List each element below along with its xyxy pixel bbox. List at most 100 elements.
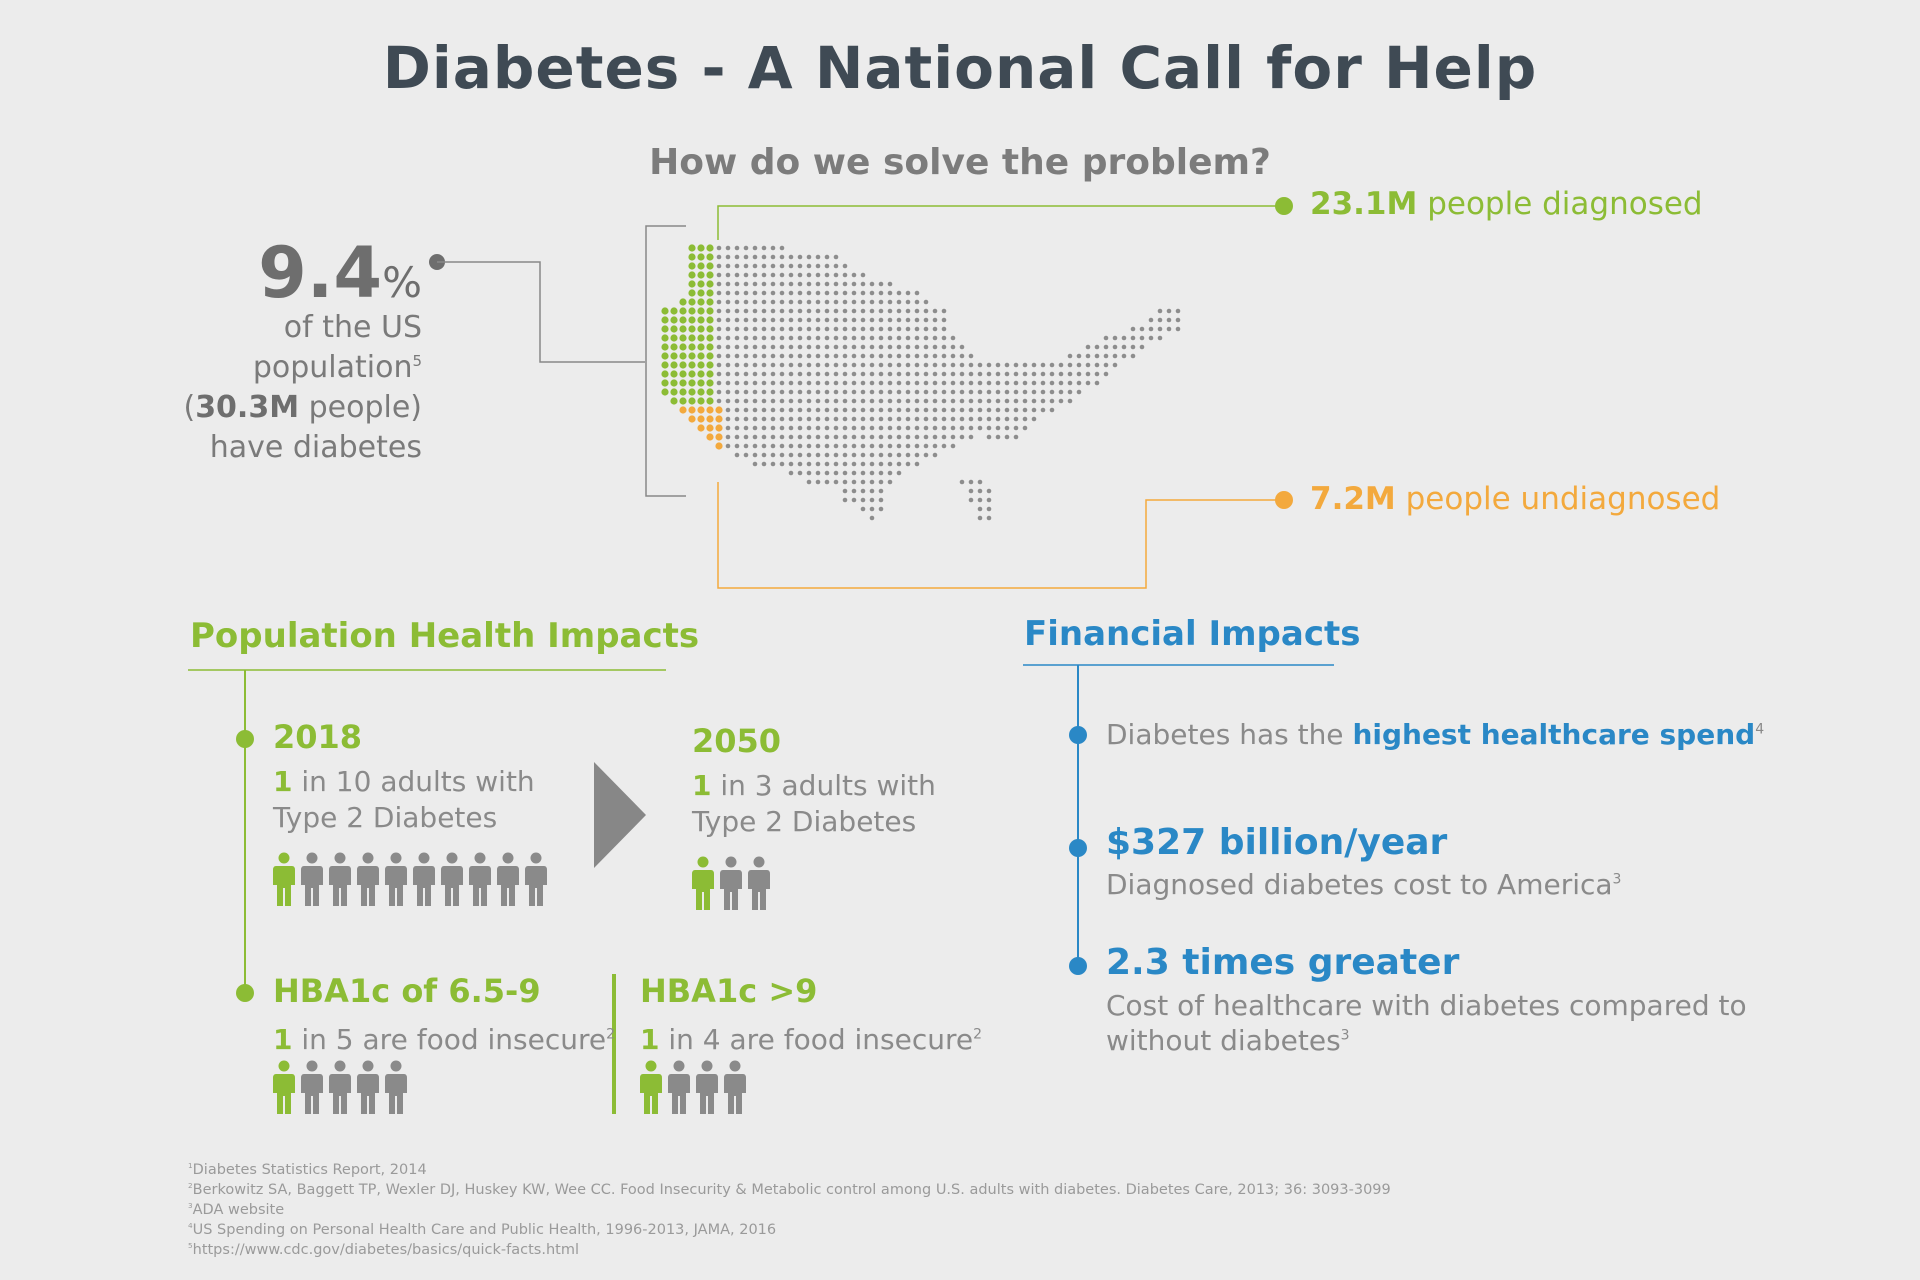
map-dot xyxy=(869,362,875,368)
map-dot xyxy=(932,398,938,404)
map-dot xyxy=(779,362,785,368)
map-dot xyxy=(815,425,821,431)
map-dot xyxy=(743,317,749,323)
map-dot xyxy=(941,308,947,314)
map-dot xyxy=(815,407,821,413)
map-dot xyxy=(986,380,992,386)
map-dot xyxy=(770,254,776,260)
map-dot xyxy=(697,298,705,306)
hba1c-mid-people-icons xyxy=(272,1060,408,1120)
people-2050-icons xyxy=(691,856,771,916)
map-dot xyxy=(869,353,875,359)
map-dot xyxy=(679,334,687,342)
map-dot xyxy=(842,317,848,323)
map-dot xyxy=(1130,335,1136,341)
map-dot xyxy=(932,344,938,350)
map-dot xyxy=(1121,353,1127,359)
map-dot xyxy=(896,434,902,440)
map-dot xyxy=(887,299,893,305)
map-dot xyxy=(878,506,884,512)
map-dot xyxy=(815,434,821,440)
map-dot xyxy=(860,452,866,458)
footnote-item: 2Berkowitz SA, Baggett TP, Wexler DJ, Hu… xyxy=(188,1180,1391,1200)
map-dot xyxy=(1022,407,1028,413)
map-dot xyxy=(1031,380,1037,386)
map-dot xyxy=(833,326,839,332)
map-dot xyxy=(743,362,749,368)
map-dot xyxy=(770,344,776,350)
map-dot xyxy=(968,497,974,503)
map-dot xyxy=(779,407,785,413)
map-dot xyxy=(824,317,830,323)
map-dot xyxy=(923,398,929,404)
hba1c-mid-text: in 5 are food insecure xyxy=(292,1023,607,1056)
map-dot xyxy=(797,398,803,404)
map-dot xyxy=(932,443,938,449)
map-dot xyxy=(833,425,839,431)
map-dot xyxy=(860,488,866,494)
map-dot xyxy=(806,317,812,323)
map-dot xyxy=(1139,344,1145,350)
map-dot xyxy=(779,353,785,359)
map-dot xyxy=(788,416,794,422)
map-dot xyxy=(887,362,893,368)
map-dot xyxy=(932,308,938,314)
map-dot xyxy=(734,254,740,260)
map-dot xyxy=(806,407,812,413)
map-dot xyxy=(797,434,803,440)
map-dot xyxy=(706,316,714,324)
map-dot xyxy=(941,389,947,395)
map-dot xyxy=(1076,362,1082,368)
map-dot xyxy=(1157,317,1163,323)
map-dot xyxy=(1067,380,1073,386)
map-dot xyxy=(824,398,830,404)
map-dot xyxy=(986,497,992,503)
map-dot xyxy=(860,407,866,413)
map-dot xyxy=(779,344,785,350)
map-dot xyxy=(679,406,687,414)
map-dot xyxy=(1166,308,1172,314)
map-dot xyxy=(995,407,1001,413)
map-dot xyxy=(842,335,848,341)
person-icon xyxy=(356,852,380,912)
map-dot xyxy=(806,452,812,458)
map-dot xyxy=(1058,380,1064,386)
undiagnosed-value: 7.2M xyxy=(1310,481,1396,517)
map-dot xyxy=(697,352,705,360)
map-dot xyxy=(797,335,803,341)
map-dot xyxy=(869,398,875,404)
map-dot xyxy=(815,371,821,377)
map-dot xyxy=(806,362,812,368)
financial-dot-2 xyxy=(1069,839,1087,857)
map-dot xyxy=(1004,389,1010,395)
map-dot xyxy=(706,379,714,387)
map-dot xyxy=(923,434,929,440)
map-dot xyxy=(752,281,758,287)
map-dot xyxy=(697,307,705,315)
map-dot xyxy=(761,380,767,386)
map-dot xyxy=(860,281,866,287)
map-dot xyxy=(770,353,776,359)
map-dot xyxy=(932,335,938,341)
map-dot xyxy=(779,335,785,341)
map-dot xyxy=(869,479,875,485)
financial-item-3-value: 2.3 times greater xyxy=(1106,942,1460,983)
map-dot xyxy=(941,398,947,404)
map-dot xyxy=(1040,398,1046,404)
map-dot xyxy=(977,389,983,395)
map-dot xyxy=(905,353,911,359)
map-dot xyxy=(661,334,669,342)
map-dot xyxy=(851,398,857,404)
map-dot xyxy=(743,263,749,269)
map-dot xyxy=(788,326,794,332)
map-dot xyxy=(878,434,884,440)
map-dot xyxy=(770,326,776,332)
map-dot xyxy=(851,317,857,323)
map-dot xyxy=(968,479,974,485)
map-dot xyxy=(869,299,875,305)
map-dot xyxy=(905,398,911,404)
map-dot xyxy=(824,416,830,422)
map-dot xyxy=(788,389,794,395)
map-dot xyxy=(833,407,839,413)
person-icon xyxy=(747,856,771,916)
